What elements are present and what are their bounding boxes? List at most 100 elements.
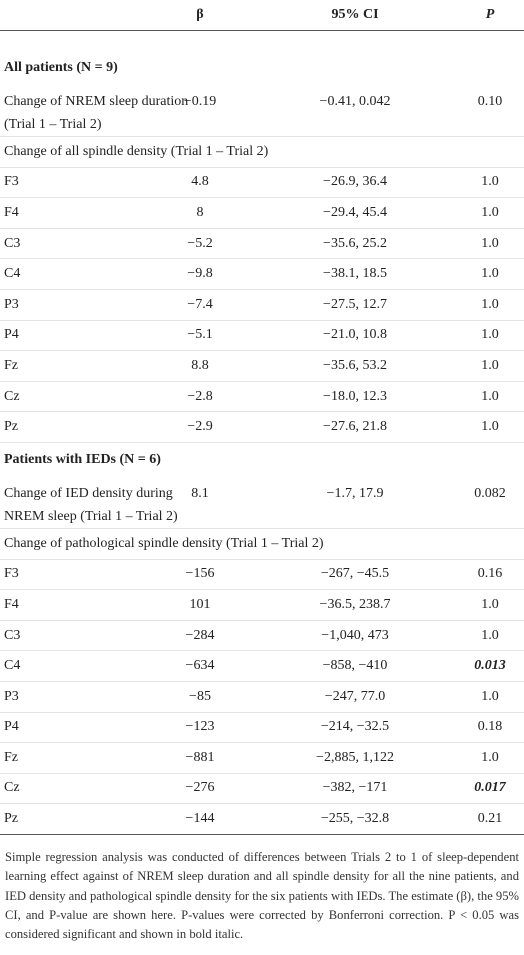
- ci-value: −858, −410: [322, 658, 388, 674]
- header-ci: 95% CI: [331, 7, 379, 22]
- label-line: Change of NREM sleep duration: [4, 94, 189, 109]
- header-row: β 95% CI P: [0, 0, 524, 31]
- subheading-row: Change of pathological spindle density (…: [0, 529, 524, 560]
- ci-value: −2,885, 1,122: [316, 749, 394, 765]
- data-row: F4 8 −29.4, 45.4 1.0: [0, 198, 524, 229]
- p-value: 0.017: [474, 780, 506, 796]
- data-row: C3 −5.2 −35.6, 25.2 1.0: [0, 229, 524, 260]
- data-row: P3 −7.4 −27.5, 12.7 1.0: [0, 290, 524, 321]
- data-row: C3 −284 −1,040, 473 1.0: [0, 621, 524, 652]
- header-p: P: [485, 7, 495, 22]
- ci-value: −267, −45.5: [320, 566, 390, 582]
- row-label: Change of NREM sleep duration (Trial 1 – …: [4, 85, 188, 136]
- p-value: 0.18: [477, 719, 503, 735]
- data-row: Pz −144 −255, −32.8 0.21: [0, 804, 524, 835]
- table: β 95% CI P All patients (N = 9) Change of…: [0, 0, 524, 835]
- beta-value: 8.8: [191, 357, 209, 373]
- ci-value: −38.1, 18.5: [323, 266, 387, 282]
- label-line: Change of IED density during: [4, 485, 173, 501]
- beta-value: 8: [196, 204, 204, 220]
- data-row: P4 −123 −214, −32.5 0.18: [0, 713, 524, 744]
- beta-value: 4.8: [191, 174, 209, 190]
- data-row: Change of NREM sleep duration (Trial 1 – …: [0, 85, 524, 137]
- row-label: P4: [4, 327, 19, 343]
- data-row: Fz −881 −2,885, 1,122 1.0: [0, 743, 524, 774]
- section-title: All patients (N = 9): [4, 60, 118, 75]
- ci-value: −214, −32.5: [320, 719, 390, 735]
- ci-value: −1,040, 473: [321, 627, 389, 643]
- row-label: Fz: [4, 749, 18, 765]
- beta-value: −123: [185, 719, 215, 735]
- section-title: Patients with IEDs (N = 6): [4, 451, 161, 467]
- ci-value: −35.6, 53.2: [323, 357, 387, 373]
- header-beta: β: [196, 7, 204, 22]
- row-label: Change of IED density during NREM sleep (…: [4, 477, 178, 528]
- ci-value: −18.0, 12.3: [323, 388, 387, 404]
- row-label: C3: [4, 627, 21, 643]
- ci-value: −27.6, 21.8: [323, 419, 387, 435]
- row-label: F4: [4, 204, 19, 220]
- beta-value: −634: [185, 658, 215, 674]
- data-row: C4 −9.8 −38.1, 18.5 1.0: [0, 259, 524, 290]
- data-row: F3 4.8 −26.9, 36.4 1.0: [0, 168, 524, 199]
- p-value: 1.0: [481, 688, 499, 704]
- p-value: 1.0: [481, 627, 499, 643]
- beta-value: −9.8: [187, 266, 213, 282]
- data-row: Change of IED density during NREM sleep (…: [0, 477, 524, 529]
- p-value: 0.16: [477, 566, 503, 582]
- beta-value: −5.1: [187, 327, 213, 343]
- p-value: 1.0: [481, 174, 499, 190]
- ci-value: −21.0, 10.8: [323, 327, 387, 343]
- data-row: Cz −2.8 −18.0, 12.3 1.0: [0, 382, 524, 413]
- data-row: Fz 8.8 −35.6, 53.2 1.0: [0, 351, 524, 382]
- ci-value: −1.7, 17.9: [326, 485, 384, 501]
- p-value: 0.21: [477, 811, 503, 827]
- p-value: 1.0: [481, 235, 499, 251]
- row-label: Fz: [4, 357, 18, 373]
- label-line: NREM sleep (Trial 1 – Trial 2): [4, 508, 178, 524]
- row-label: Cz: [4, 388, 20, 404]
- row-label: F3: [4, 174, 19, 190]
- data-row: F3 −156 −267, −45.5 0.16: [0, 560, 524, 591]
- ci-value: −247, 77.0: [324, 688, 386, 704]
- ci-value: −255, −32.8: [320, 811, 390, 827]
- row-label: Cz: [4, 780, 20, 796]
- row-label: P3: [4, 296, 19, 312]
- row-label: C3: [4, 235, 21, 251]
- beta-value: −144: [185, 811, 215, 827]
- row-label: C4: [4, 658, 21, 674]
- ci-value: −382, −171: [322, 780, 388, 796]
- p-value: 1.0: [481, 266, 499, 282]
- ci-value: −36.5, 238.7: [319, 596, 391, 612]
- subheading-row: Change of all spindle density (Trial 1 –…: [0, 137, 524, 168]
- row-label: Pz: [4, 419, 18, 435]
- beta-value: −2.8: [187, 388, 213, 404]
- beta-value: 101: [189, 596, 211, 612]
- label-lines: Change of NREM sleep duration (Trial 1 – …: [4, 90, 188, 136]
- label-lines: Change of IED density during NREM sleep (…: [4, 482, 178, 528]
- beta-value: −5.2: [187, 235, 213, 251]
- beta-value: −881: [185, 749, 215, 765]
- ci-value: −35.6, 25.2: [323, 235, 387, 251]
- beta-value: −7.4: [187, 296, 213, 312]
- footnote: Simple regression analysis was conducted…: [5, 850, 520, 942]
- p-value: 0.082: [474, 485, 506, 501]
- beta-value: 8.1: [191, 485, 209, 501]
- data-row: Cz −276 −382, −171 0.017: [0, 774, 524, 805]
- row-label: C4: [4, 266, 21, 282]
- ci-value: −0.41, 0.042: [319, 94, 391, 109]
- section-row: Patients with IEDs (N = 6): [0, 443, 524, 477]
- data-row: P3 −85 −247, 77.0 1.0: [0, 682, 524, 713]
- beta-value: −276: [185, 780, 215, 796]
- beta-value: −156: [185, 566, 215, 582]
- p-value: 1.0: [481, 204, 499, 220]
- row-label: Pz: [4, 811, 18, 827]
- row-label: F4: [4, 596, 19, 612]
- data-row: Pz −2.9 −27.6, 21.8 1.0: [0, 412, 524, 443]
- row-label: Change of all spindle density (Trial 1 –…: [4, 143, 269, 159]
- beta-value: −2.9: [187, 419, 213, 435]
- ci-value: −29.4, 45.4: [323, 204, 387, 220]
- p-value: 1.0: [481, 327, 499, 343]
- data-row: C4 −634 −858, −410 0.013: [0, 651, 524, 682]
